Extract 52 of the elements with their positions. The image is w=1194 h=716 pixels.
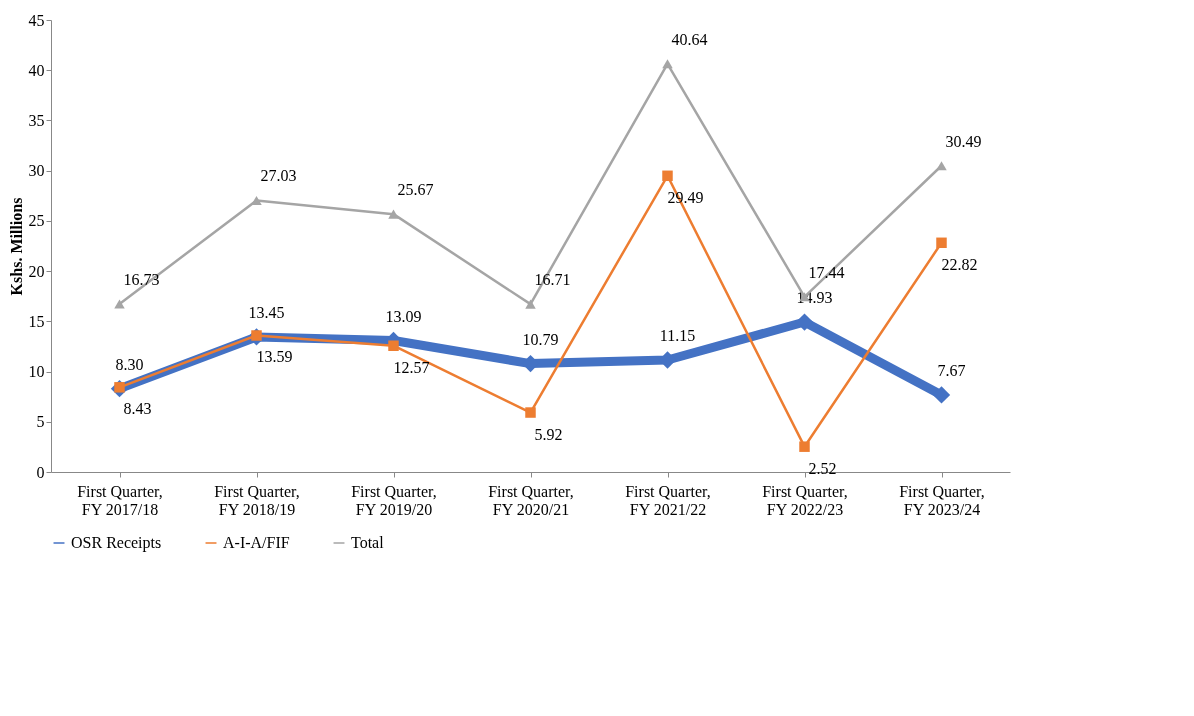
y-tick-label: 25	[28, 212, 45, 230]
data-label: 17.44	[808, 263, 845, 281]
data-label: 12.57	[393, 358, 430, 376]
x-tick-label: First Quarter, FY 2019/20	[351, 482, 437, 518]
data-label: 27.03	[260, 167, 297, 185]
point	[114, 299, 125, 309]
point	[251, 330, 262, 341]
data-label: 8.30	[115, 355, 144, 373]
y-tick-label: 40	[28, 61, 45, 79]
y-tick-label: 15	[28, 312, 45, 330]
point	[662, 59, 673, 69]
legend-label: OSR Receipts	[71, 534, 162, 552]
data-label: 13.45	[248, 303, 285, 321]
y-tick-label: 45	[28, 11, 45, 29]
legend-label: Total	[351, 534, 385, 551]
y-tick-label: 10	[28, 363, 45, 381]
data-label: 30.49	[945, 132, 982, 150]
data-label: 25.67	[397, 181, 434, 199]
point	[799, 441, 810, 452]
x-tick-label: First Quarter, FY 2023/24	[899, 482, 985, 518]
point	[525, 299, 536, 309]
legend-label: A-I-A/FIF	[223, 534, 290, 551]
data-label: 8.43	[123, 400, 152, 418]
y-tick-label: 5	[36, 413, 45, 431]
y-tick-label: 30	[28, 162, 45, 180]
y-tick-label: 0	[36, 463, 45, 481]
point	[388, 340, 399, 351]
point	[525, 407, 536, 418]
data-label: 11.15	[659, 327, 696, 344]
data-label: 16.71	[534, 271, 571, 289]
data-label: 7.67	[937, 361, 966, 379]
point	[662, 170, 673, 182]
x-tick-label: First Quarter, FY 2021/22	[625, 482, 711, 518]
data-label: 16.73	[123, 270, 160, 288]
data-label: 13.59	[256, 348, 293, 366]
y-tick-label: 35	[28, 111, 45, 129]
data-label: 13.09	[385, 307, 422, 325]
point	[936, 237, 947, 249]
x-tick-label: First Quarter, FY 2022/23	[762, 482, 848, 518]
point	[936, 161, 947, 171]
y-axis-title: Kshs. Millions	[7, 197, 25, 296]
y-tick-label: 20	[28, 262, 45, 280]
x-tick-label: First Quarter, FY 2020/21	[488, 482, 574, 518]
x-tick-label: First Quarter, FY 2017/18	[77, 482, 163, 518]
point	[932, 386, 951, 404]
data-label: 2.52	[808, 459, 837, 477]
x-tick-label: First Quarter, FY 2018/19	[214, 482, 300, 518]
data-label: 10.79	[522, 330, 559, 348]
data-label: 22.82	[941, 255, 978, 273]
point	[388, 209, 399, 219]
data-label: 40.64	[671, 30, 708, 48]
data-label: 5.92	[534, 425, 563, 443]
